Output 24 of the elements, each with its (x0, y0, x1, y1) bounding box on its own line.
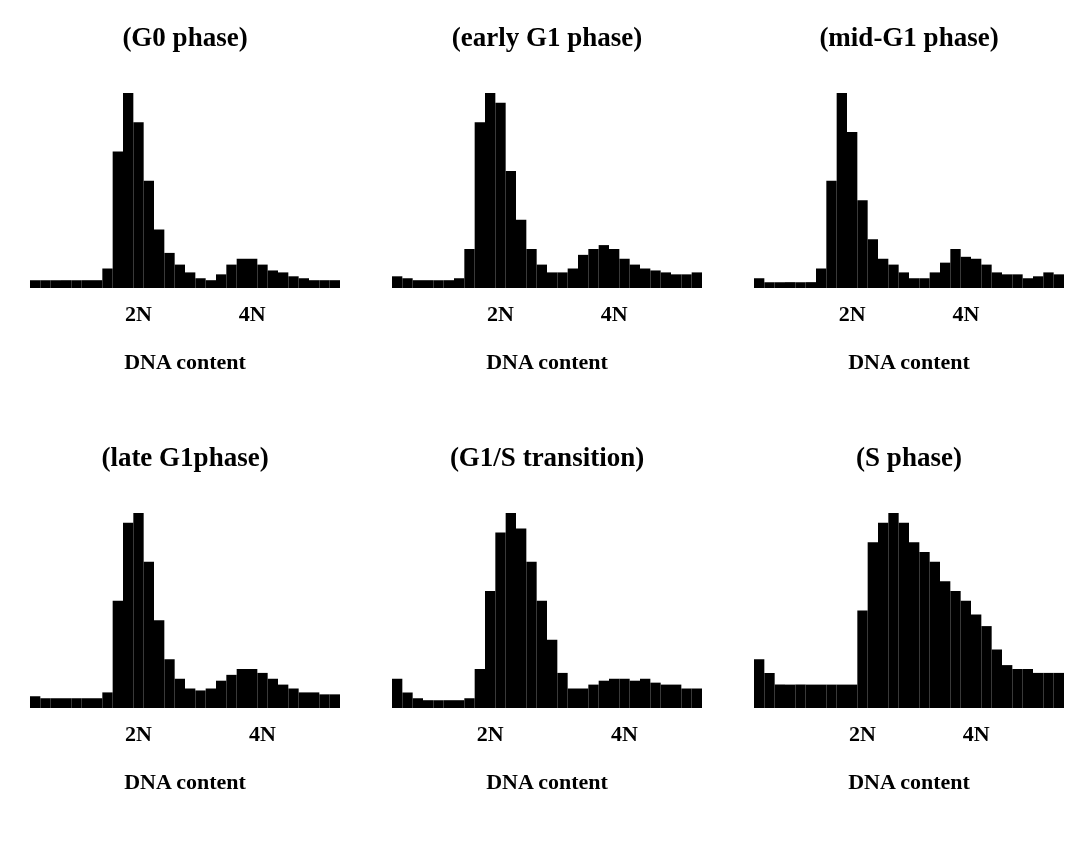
x-axis-title: DNA content (848, 768, 971, 794)
x-tick-label: 4N (962, 720, 990, 746)
x-axis-title: DNA content (848, 348, 971, 374)
x-tick-label: 2N (838, 300, 866, 326)
x-tick-label: 2N (487, 300, 515, 326)
chart-title: (S phase) (856, 441, 962, 472)
x-tick-label: 4N (238, 300, 266, 326)
x-tick-label: 2N (849, 720, 877, 746)
x-tick-label: 4N (600, 300, 628, 326)
chart-title: (G0 phase) (122, 21, 248, 52)
chart-title: (late G1phase) (101, 441, 269, 472)
x-tick-label: 4N (952, 300, 980, 326)
x-tick-label: 4N (249, 720, 277, 746)
chart-title: (early G1 phase) (451, 21, 643, 52)
chart-title: (G1/S transition) (449, 441, 645, 472)
x-axis-title: DNA content (486, 768, 609, 794)
x-tick-label: 2N (125, 720, 153, 746)
x-axis-title: DNA content (124, 348, 247, 374)
x-axis-title: DNA content (124, 768, 247, 794)
chart-title: (mid-G1 phase) (819, 21, 999, 52)
x-tick-label: 2N (476, 720, 504, 746)
x-tick-label: 2N (125, 300, 153, 326)
x-axis-title: DNA content (486, 348, 609, 374)
x-tick-label: 4N (611, 720, 639, 746)
